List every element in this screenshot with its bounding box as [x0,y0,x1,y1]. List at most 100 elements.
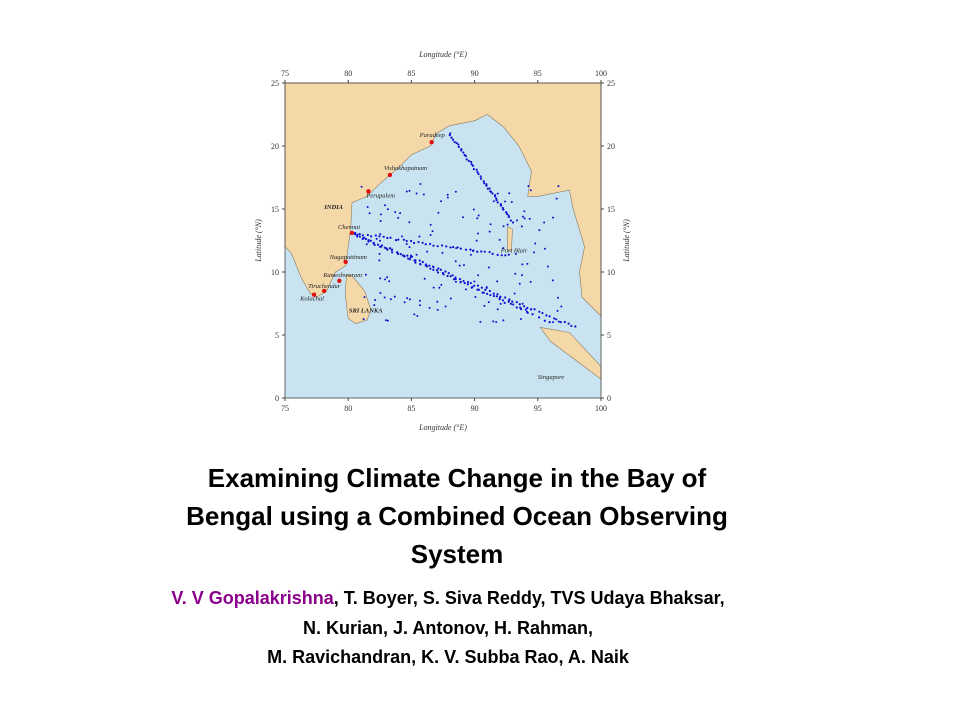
observation [449,275,452,278]
observation [495,295,498,298]
place-label: Singapore [538,374,565,381]
observation [390,248,393,252]
presenter: V. V Gopalakrishna [171,588,334,608]
observation [379,239,382,242]
observation [375,237,378,240]
place-marker [366,189,371,194]
observation [471,249,474,252]
observation [428,264,431,267]
observation [560,305,563,308]
observation [476,232,479,235]
place-label: Chennai [338,224,360,231]
observation [509,219,512,222]
observation [368,212,371,215]
observation [507,253,510,256]
observation [462,279,465,283]
observation [503,301,506,304]
observation [474,296,477,299]
observation [437,211,440,214]
observation [495,197,498,200]
observation [399,212,402,215]
observation [461,216,464,219]
observation [495,199,498,202]
observation [446,274,449,278]
observation [405,190,408,193]
observation [495,320,498,323]
observation [506,223,509,226]
observation [509,302,513,305]
observation [496,280,499,283]
observation [408,246,411,249]
observation [406,254,409,257]
observation [396,252,400,255]
place-label: Rameshwaram [322,272,362,279]
observation [370,235,373,238]
y-axis-label: Latitude (°N) [622,219,631,263]
observation [515,219,518,222]
observation [379,245,382,248]
observation [504,254,507,257]
observation [502,225,505,228]
observation [383,204,386,207]
observation [432,244,435,247]
x-axis-label: Longitude (°E) [418,50,467,59]
x-tick-label: 85 [407,69,415,78]
observation [543,247,546,250]
observation [511,300,514,303]
observation [496,192,499,195]
observation [499,204,503,207]
y-tick-label: 15 [607,205,615,214]
observation [543,221,546,224]
place-marker [321,288,327,294]
observation [515,300,518,304]
observation [548,321,551,324]
place-label: Vishakhapatnam [384,165,428,172]
observation [452,278,456,281]
y-tick-label: 10 [607,268,615,277]
observation [505,212,509,215]
observation [455,141,458,145]
observation [526,306,529,310]
place-label: Nagapattinam [329,254,368,261]
observation [498,238,501,241]
observation [472,168,475,171]
observation [454,260,457,263]
observation [462,264,465,267]
observation [424,243,427,246]
observation [475,239,478,242]
place-label: Port Blair [500,248,528,255]
y-tick-label: 25 [607,79,615,88]
observation [386,236,389,240]
observation [397,238,400,241]
observation [382,235,385,238]
observation [386,276,389,279]
observation [491,252,494,255]
observation [388,280,391,283]
observation [399,253,402,256]
title-line: System [411,539,504,569]
observation [476,250,479,253]
observation [455,247,458,250]
observation [545,314,548,317]
observation [488,187,491,190]
observation [386,248,389,251]
observation [440,283,443,286]
observation [445,245,448,248]
observation [449,297,452,300]
observation [452,246,455,249]
observation [408,298,411,301]
observation [512,303,515,306]
place-marker [337,278,342,284]
place-marker [311,292,317,297]
observation [378,252,381,255]
y-axis-label: Latitude (°N) [254,219,263,263]
observation [557,320,560,323]
observation [476,171,479,174]
observation [440,200,443,203]
observation [441,251,444,254]
y-tick-label: 15 [271,205,279,214]
observation [356,233,359,236]
observation [460,149,463,152]
y-tick-label: 0 [607,394,611,403]
